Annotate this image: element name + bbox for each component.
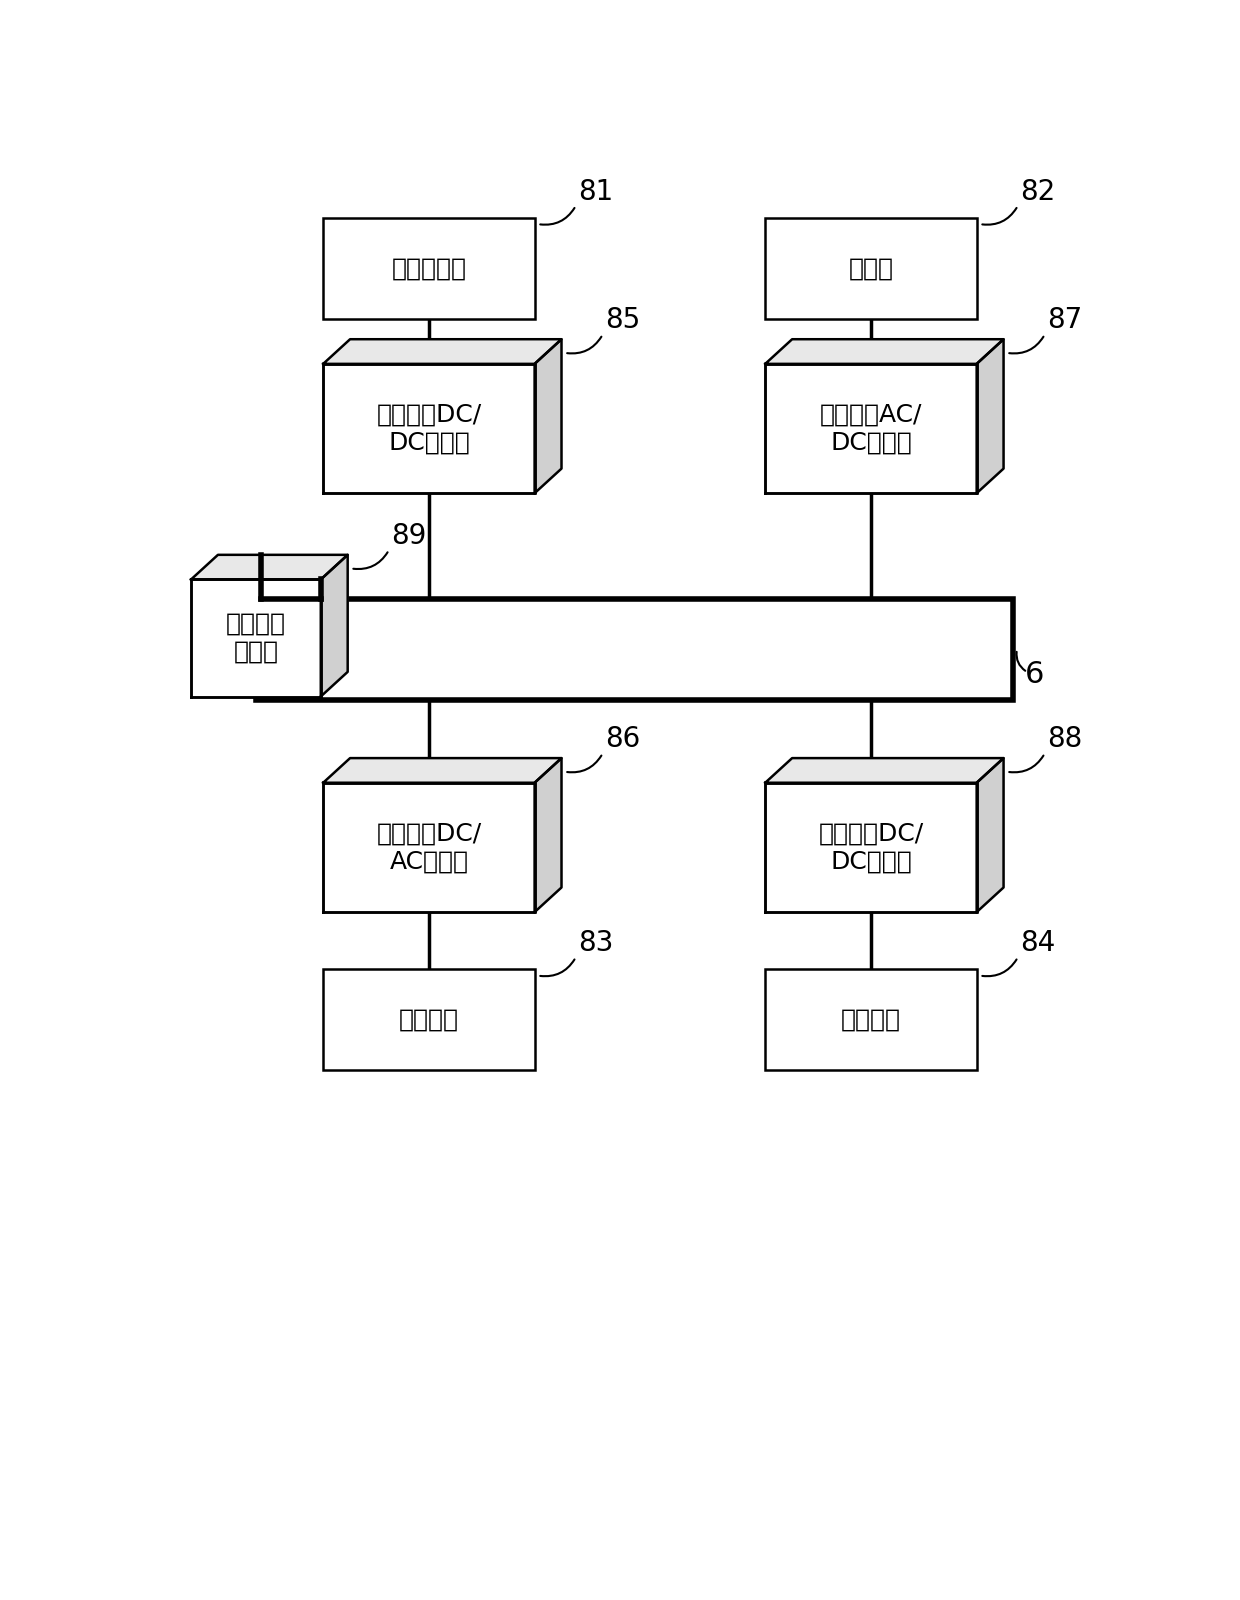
Bar: [255, 598, 1013, 699]
Text: 第一本地AC/
DC变换器: 第一本地AC/ DC变换器: [820, 403, 923, 454]
Text: 第二本地DC/
DC变换器: 第二本地DC/ DC变换器: [818, 821, 924, 874]
Bar: [324, 363, 534, 493]
Text: 第一本地DC/
DC变换器: 第一本地DC/ DC变换器: [376, 403, 481, 454]
Text: 83: 83: [578, 930, 614, 957]
Text: 本地母线
断路器: 本地母线 断路器: [226, 613, 286, 664]
Text: 82: 82: [1019, 178, 1055, 205]
Bar: [765, 782, 977, 912]
Bar: [324, 970, 534, 1070]
Polygon shape: [534, 339, 562, 493]
Text: 直流负荷: 直流负荷: [841, 1008, 901, 1032]
Text: 微燃机: 微燃机: [848, 256, 894, 280]
Polygon shape: [765, 758, 1003, 782]
Text: 87: 87: [1047, 306, 1083, 334]
Polygon shape: [324, 758, 562, 782]
Text: 85: 85: [605, 306, 640, 334]
Bar: [765, 218, 977, 318]
Text: 6: 6: [1024, 659, 1044, 690]
Bar: [324, 782, 534, 912]
Text: 本地蓄电池: 本地蓄电池: [392, 256, 466, 280]
Polygon shape: [977, 339, 1003, 493]
Text: 81: 81: [578, 178, 613, 205]
Bar: [324, 218, 534, 318]
Polygon shape: [534, 758, 562, 912]
Text: 84: 84: [1019, 930, 1055, 957]
Polygon shape: [977, 758, 1003, 912]
Text: 86: 86: [605, 725, 640, 754]
Bar: [765, 363, 977, 493]
Polygon shape: [321, 555, 347, 696]
Text: 第一本地DC/
AC变换器: 第一本地DC/ AC变换器: [376, 821, 481, 874]
Text: 交流负荷: 交流负荷: [399, 1008, 459, 1032]
Polygon shape: [191, 555, 347, 579]
Bar: [765, 970, 977, 1070]
Bar: [191, 579, 321, 696]
Text: 88: 88: [1047, 725, 1083, 754]
Polygon shape: [324, 339, 562, 363]
Text: 89: 89: [391, 522, 427, 550]
Polygon shape: [765, 339, 1003, 363]
